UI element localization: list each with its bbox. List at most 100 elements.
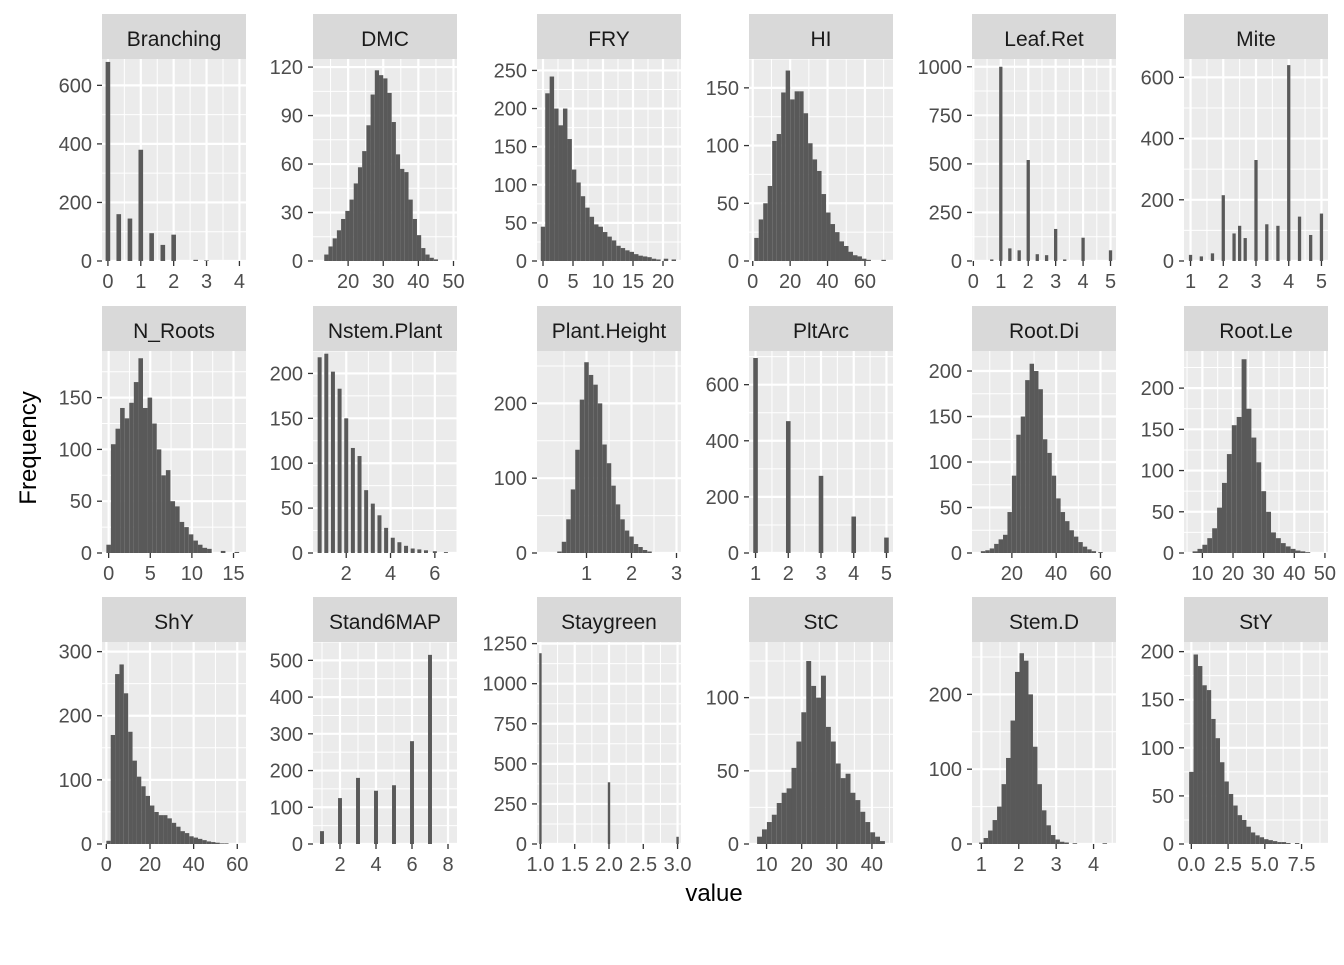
histogram-bar [417,549,422,553]
histogram-bar [992,820,998,844]
histogram-bar [1047,452,1052,553]
histogram-bar [850,792,856,844]
histogram-bar [799,91,804,261]
y-tick-label: 150 [1141,419,1174,441]
y-tick-label: 1250 [483,634,528,656]
histogram-bar [539,653,542,844]
histogram-bar [983,838,989,844]
histogram-bar [835,232,840,261]
histogram-bar [801,712,807,844]
histogram-bar [870,832,876,844]
histogram-bar [412,218,417,261]
facet-panel-hi: HI 0 50 100 150 0 20 40 60 [706,14,893,293]
x-tick-label: 1.0 [527,854,555,876]
histogram-bar [866,259,871,261]
histogram-bar [136,776,142,844]
histogram-bar [1206,690,1212,844]
histogram-bar [158,815,164,844]
histogram-bar [625,250,630,261]
histogram-bar [1215,738,1220,844]
histogram-bar [1035,254,1039,261]
histogram-bar [562,108,568,261]
y-tick-label: 0 [951,543,962,565]
histogram-bar [115,674,120,844]
histogram-bar [408,199,413,261]
histogram-bar [344,418,349,553]
histogram-bar [602,444,607,553]
histogram-bar [852,255,858,261]
x-tick-label: 20 [139,854,161,876]
x-tick-label: 0.0 [1177,854,1205,876]
histogram-bar [629,251,635,261]
y-tick-label: 150 [270,408,303,430]
histogram-bar [1023,660,1029,844]
x-tick-label: 4 [1088,854,1099,876]
histogram-bar [1060,512,1066,553]
histogram-bars [980,363,1103,553]
histogram-bar [1078,542,1083,553]
histogram-bar [554,108,559,261]
histogram-bar [1034,371,1039,553]
panel-background [313,642,457,844]
x-tick-label: 2 [1023,271,1034,293]
histogram-bars [539,653,679,844]
histogram-bar [620,248,626,261]
histogram-bar [170,501,176,553]
histogram-bar [642,550,648,553]
histogram-bar [848,251,853,261]
y-tick-label: 0 [516,834,527,856]
x-tick-label: 7.5 [1288,854,1316,876]
histogram-bar [642,256,648,261]
y-tick-label: 200 [270,761,303,783]
histogram-bar [116,214,122,261]
histogram-bar [615,504,621,553]
histogram-bar [171,822,177,844]
histogram-bar [611,485,616,553]
histogram-bar [1011,475,1017,553]
y-tick-label: 100 [1141,461,1174,483]
x-tick-label: 30 [826,854,848,876]
histogram-bar [818,475,824,553]
histogram-bar [106,840,111,844]
facet-strip-label: Leaf.Ret [1004,28,1084,51]
y-tick-label: 0 [292,834,303,856]
histogram-bar [189,836,194,844]
x-tick-label: 40 [407,271,429,293]
histogram-bar [1290,548,1296,553]
y-tick-label: 400 [270,687,303,709]
histogram-bar [790,99,795,261]
histogram-bar [324,254,329,261]
facet-strip-label: PltArc [793,320,849,343]
histogram-bar [423,550,428,553]
histogram-bar [330,371,335,553]
histogram-bar [115,428,121,553]
histogram-bar [110,444,116,553]
histogram-bar [128,731,133,844]
facet-panel-shy: ShY 0 100 200 300 0 20 40 60 [59,597,248,876]
y-tick-label: 50 [70,491,92,513]
y-tick-label: 400 [706,431,739,453]
histogram-bar [1268,840,1273,844]
histogram-bar [629,536,634,553]
y-tick-label: 60 [281,154,303,176]
x-tick-label: 3 [1051,854,1062,876]
histogram-bar [433,259,439,261]
grid-lines [313,642,457,844]
histogram-bar [1237,815,1243,844]
histogram-bar [1026,160,1030,261]
histogram-bar [1211,718,1216,844]
facet-strip-label: Root.Le [1219,320,1293,343]
y-tick-label: 50 [717,761,739,783]
x-tick-label: 50 [442,271,464,293]
x-tick-label: 8 [442,854,453,876]
x-tick-label: 2 [1013,854,1024,876]
histogram-bar [428,654,432,844]
histogram-bar [150,805,155,844]
histogram-bar [370,94,375,261]
histogram-bar [884,537,889,553]
histogram-bars [106,664,229,844]
histogram-bar [1189,771,1194,844]
histogram-bar [588,374,594,553]
histogram-bar [607,782,611,844]
histogram-bar [392,785,396,844]
